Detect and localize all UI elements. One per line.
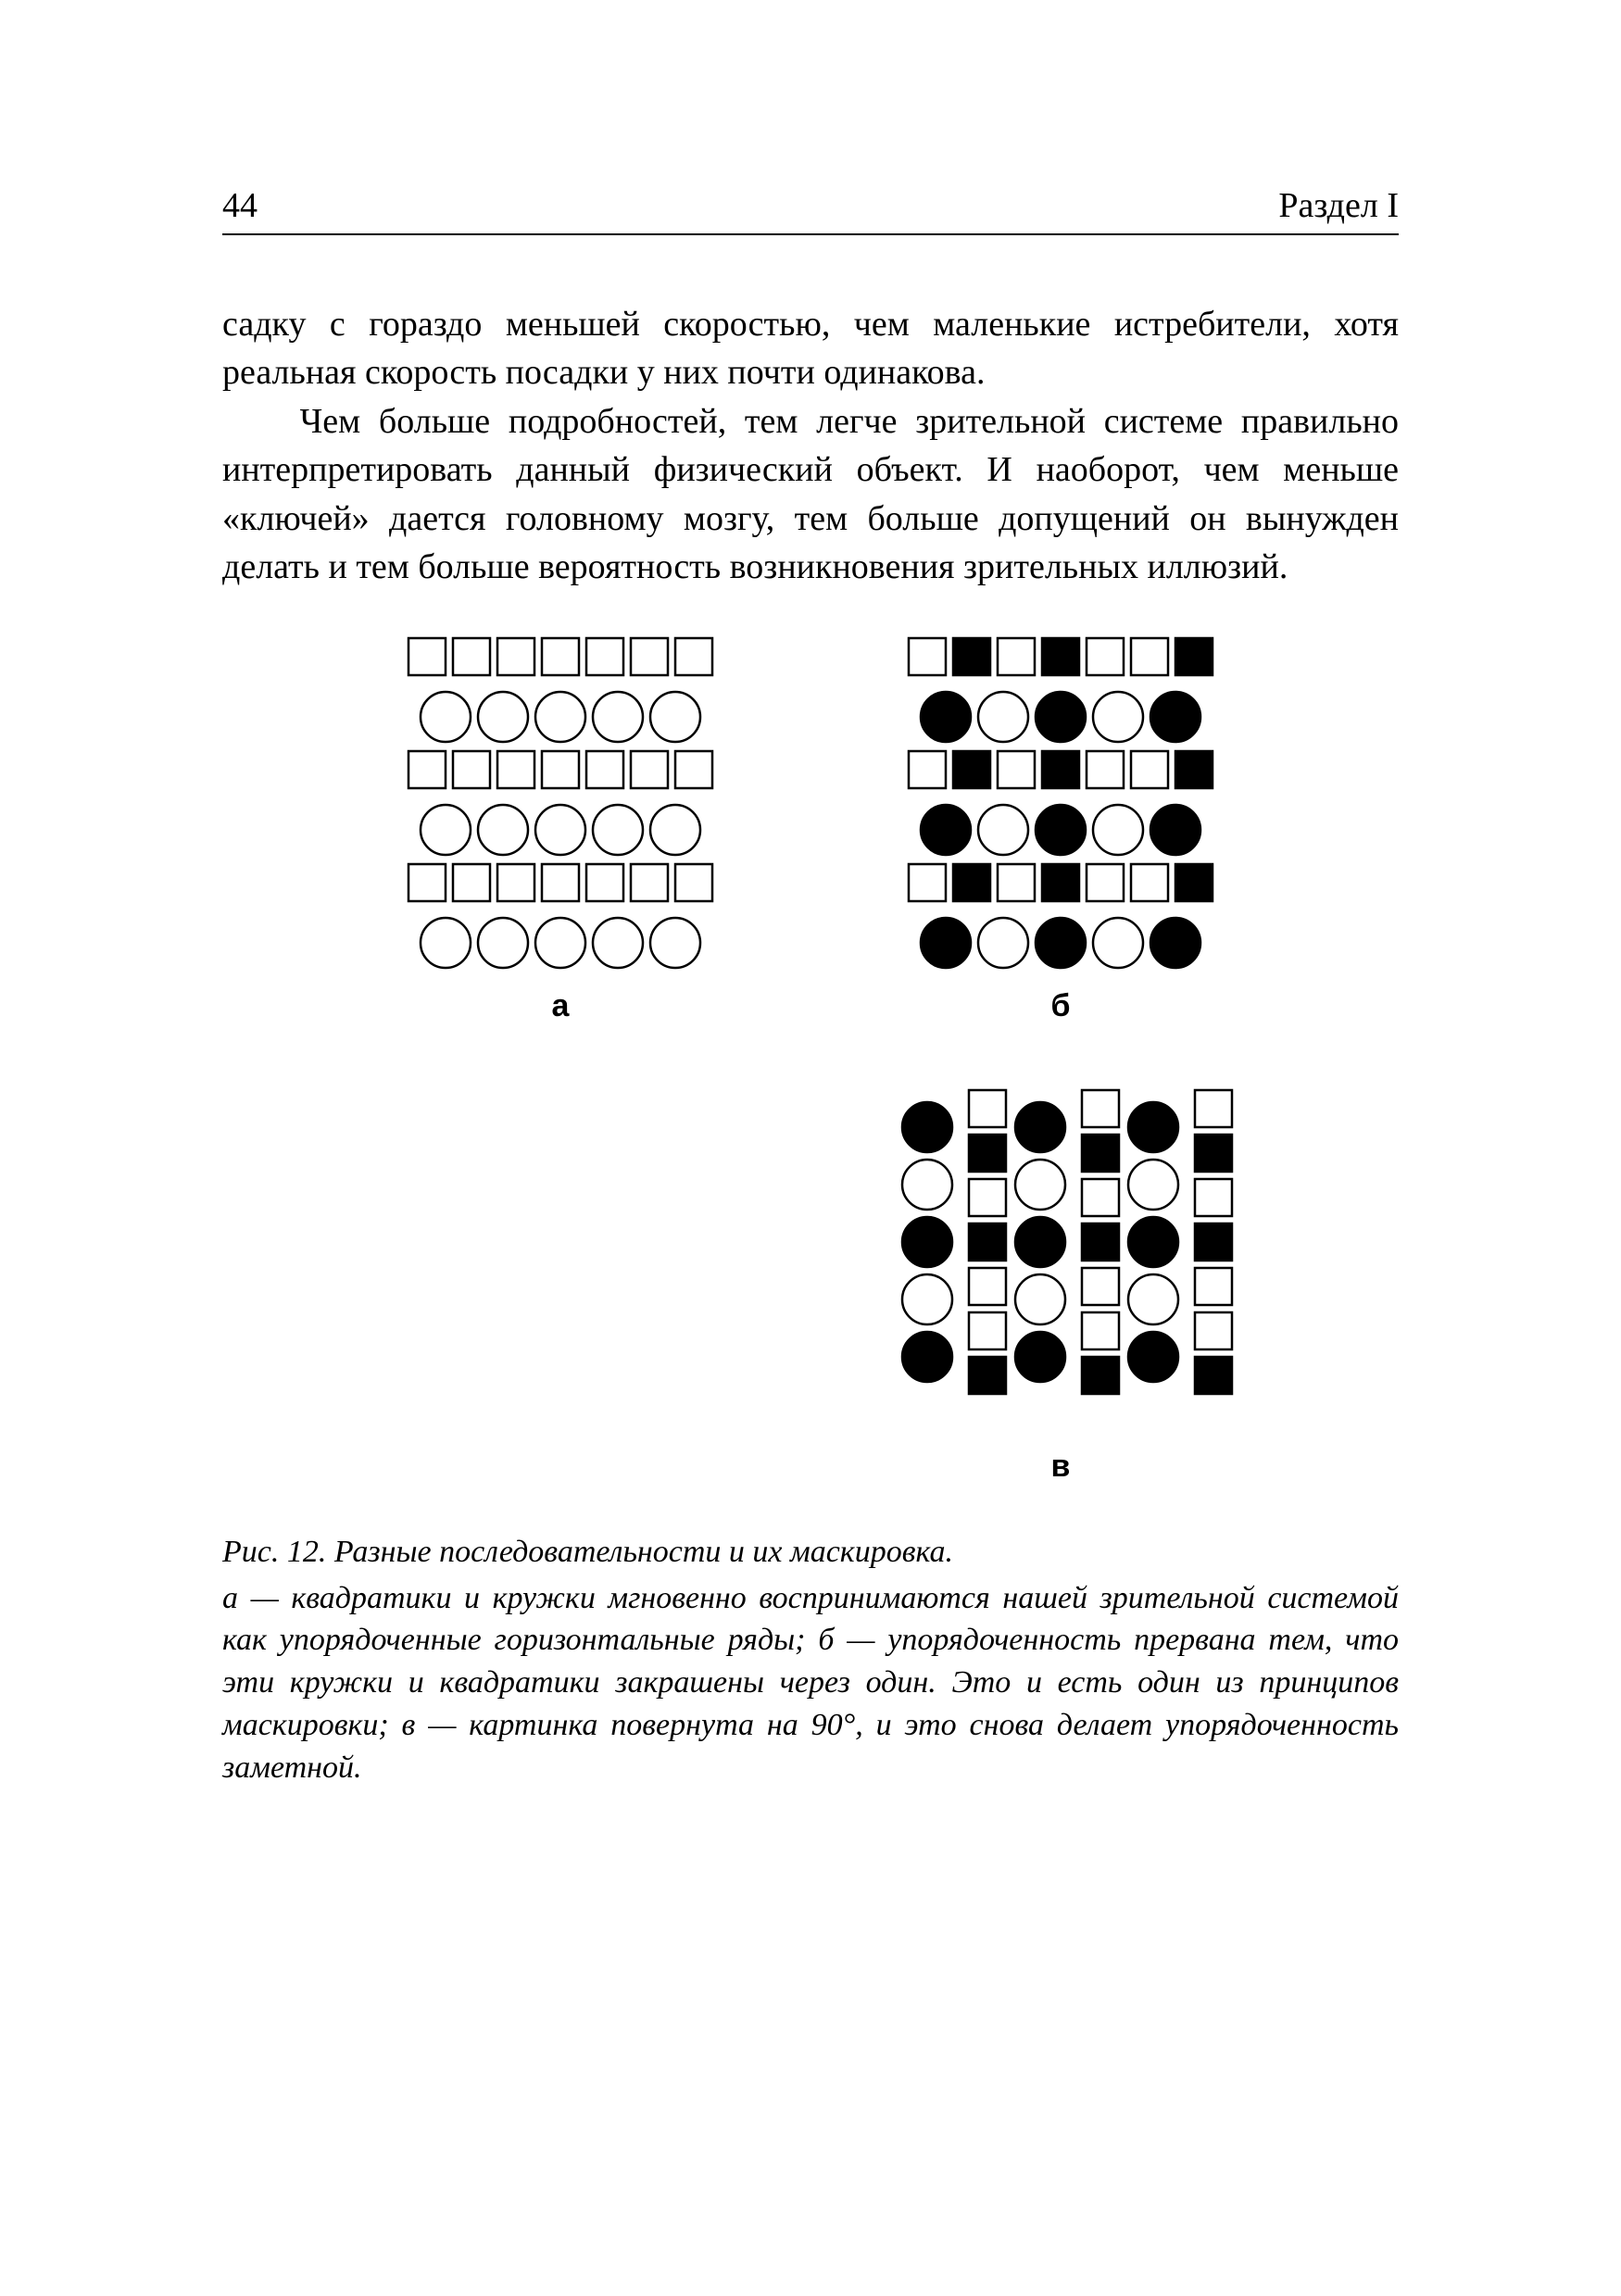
figure-12: а б в — [222, 629, 1399, 1485]
page: 44 Раздел I садку с гораздо меньшей скор… — [0, 0, 1621, 2296]
figure-panel-a-svg — [384, 629, 736, 972]
running-header: 44 Раздел I — [222, 185, 1399, 235]
section-title: Раздел I — [1278, 185, 1399, 226]
figure-label-a: а — [552, 988, 570, 1024]
figure-panel-a: а — [384, 629, 736, 1024]
page-number: 44 — [222, 185, 258, 226]
paragraph-2: Чем больше подробностей, тем легче зрите… — [222, 397, 1399, 592]
caption-body: а — квадратики и кружки мгновенно воспри… — [222, 1577, 1399, 1789]
body-text: садку с гораздо меньшей скоростью, чем м… — [222, 300, 1399, 592]
figure-panel-v-svg — [875, 1061, 1246, 1432]
figure-panel-b: б — [885, 629, 1237, 1024]
paragraph-1: садку с гораздо меньшей скоростью, чем м… — [222, 300, 1399, 397]
figure-panel-b-svg — [885, 629, 1237, 972]
caption-title: Рис. 12. Разные последовательности и их … — [222, 1531, 1399, 1574]
figure-label-v: в — [1051, 1449, 1071, 1485]
figure-caption: Рис. 12. Разные последовательности и их … — [222, 1531, 1399, 1789]
figure-label-b: б — [1050, 988, 1070, 1024]
figure-panel-v: в — [875, 1061, 1246, 1485]
